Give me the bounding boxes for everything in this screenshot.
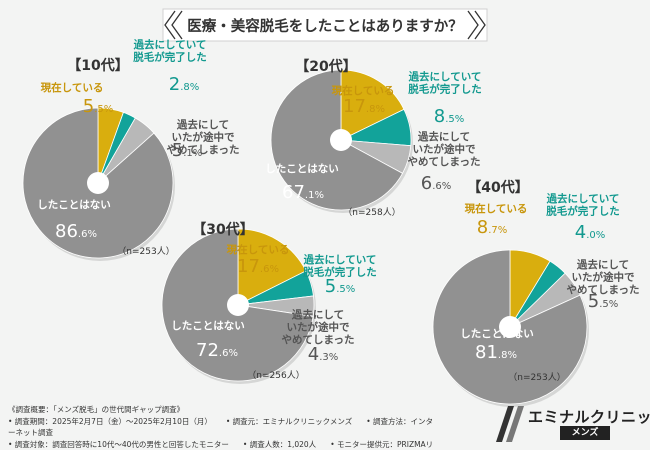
label-current: 現在している: [332, 84, 395, 97]
value-quit: 4.3%: [308, 344, 339, 365]
label-done: 過去にしていて脱毛が完了した: [133, 38, 207, 64]
pie-slice-current: [340, 69, 405, 141]
footer-count: • 調査人数：1,020人: [242, 439, 317, 449]
value-current: 17.6%: [237, 256, 279, 277]
value-never: 72.6%: [196, 340, 238, 361]
value-never: 67.1%: [282, 182, 324, 203]
sample-size: （n=253人）: [508, 372, 565, 383]
footer-provider: • モニター提供元：PRIZMAリサーチ: [330, 439, 434, 449]
value-done: 8.5%: [434, 106, 465, 127]
pie-chart-4: 【40代】現在している 8.7% 過去にしていて脱毛が完了した 4.0% 過去にしていた…: [432, 179, 640, 407]
sample-size: （n=258人）: [343, 207, 400, 218]
label-never: したことはない: [460, 328, 534, 340]
label-never: したことはない: [171, 320, 245, 332]
title-box: 医療・美容脱毛をしたことはありますか？: [162, 8, 488, 42]
value-done: 4.0%: [575, 222, 606, 243]
title-chevron-icon: [467, 10, 479, 40]
value-quit: 5.1%: [172, 140, 203, 161]
logo-name: エミナルクリニック: [528, 408, 650, 426]
value-done: 2.8%: [169, 74, 200, 95]
label-done: 過去にしていて脱毛が完了した: [546, 192, 620, 218]
pie-hole: [227, 294, 249, 316]
label-done: 過去にしていて脱毛が完了した: [408, 70, 482, 96]
value-never: 86.6%: [55, 221, 97, 242]
value-quit: 6.6%: [421, 173, 452, 194]
clinic-logo: エミナルクリニック メンズ: [494, 404, 650, 444]
footer-target: • 調査対象：調査回答時に10代〜40代の男性と回答したモニター: [8, 439, 229, 449]
pie-title: 【20代】: [295, 58, 356, 75]
label-done: 過去にしていて脱毛が完了した: [303, 253, 377, 279]
survey-footer: 《調査概要：「メンズ脱毛」の世代間ギャップ調査》 • 調査期間：2025年2月7…: [8, 404, 438, 450]
value-quit: 5.5%: [588, 291, 619, 312]
label-quit: 過去にしていたが途中でやめてしまった: [566, 258, 639, 296]
pie-title: 【30代】: [192, 221, 253, 238]
pie-hole: [499, 316, 521, 338]
value-current: 8.7%: [477, 217, 508, 238]
label-current: 現在している: [227, 243, 290, 256]
sample-size: （n=253人）: [117, 246, 174, 257]
pie-slice-current: [237, 228, 307, 306]
pie-title: 【10代】: [67, 57, 128, 74]
value-current: 17.8%: [343, 96, 385, 117]
sample-size: （n=256人）: [247, 370, 304, 381]
pie-title: 【40代】: [467, 179, 528, 196]
value-current: 5.5%: [83, 96, 114, 117]
footer-method: • 調査方法：インターネット調査: [8, 416, 434, 438]
label-never: したことはない: [265, 163, 339, 175]
footer-source: • 調査元：エミナルクリニックメンズ: [225, 416, 353, 426]
label-never: したことはない: [37, 199, 111, 211]
label-quit: 過去にしていたが途中でやめてしまった: [407, 130, 480, 168]
title-chevron-icon: [171, 10, 183, 40]
value-done: 5.5%: [325, 276, 356, 297]
title-chevron-icon: [474, 10, 486, 40]
pie-hole: [330, 129, 352, 151]
footer-heading: 《調査概要：「メンズ脱毛」の世代間ギャップ調査》: [8, 405, 185, 414]
pie-hole: [87, 172, 109, 194]
footer-period: • 調査期間：2025年2月7日（金）〜2025年2月10日（月）: [8, 416, 212, 426]
label-quit: 過去にしていたが途中でやめてしまった: [166, 118, 239, 156]
logo-sub: メンズ: [560, 426, 610, 440]
chart-title: 医療・美容脱毛をしたことはありますか？: [187, 17, 463, 35]
value-never: 81.8%: [475, 342, 517, 363]
label-current: 現在している: [41, 81, 104, 94]
pie-chart-1: 【10代】現在している 5.5% 過去にしていて脱毛が完了した 2.8% 過去にしていた…: [22, 38, 240, 261]
logo-mark-icon: [496, 406, 524, 442]
title-chevron-icon: [164, 10, 176, 40]
label-quit: 過去にしていたが途中でやめてしまった: [281, 308, 354, 346]
label-current: 現在している: [465, 202, 528, 215]
